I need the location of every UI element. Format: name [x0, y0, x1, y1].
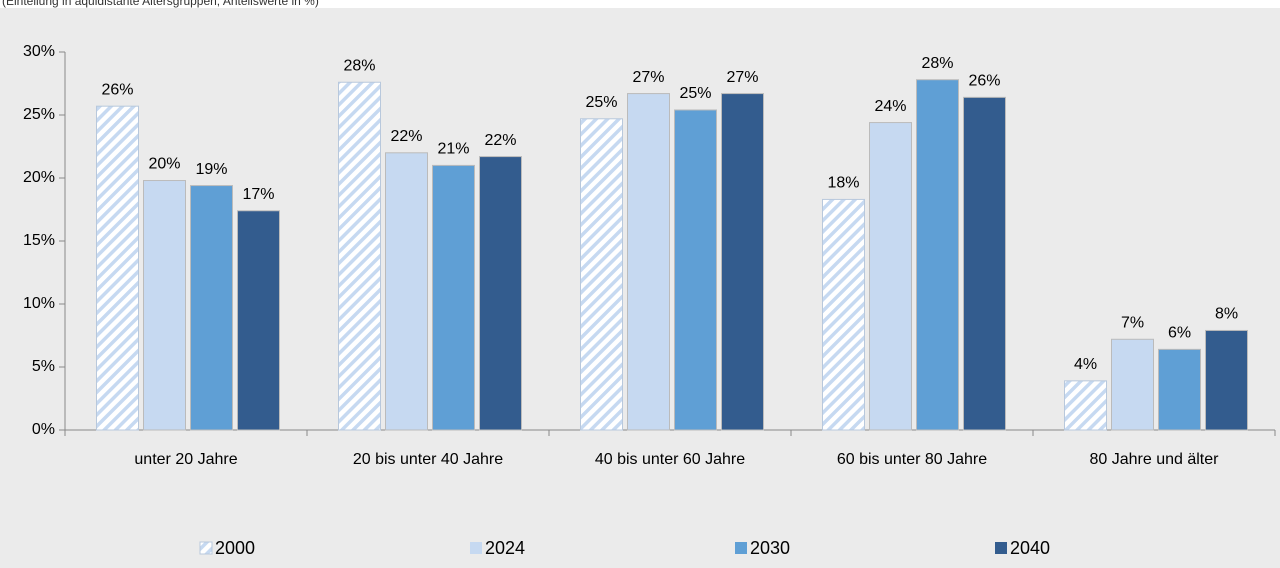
bar	[190, 185, 233, 431]
bar	[385, 152, 428, 431]
bar	[580, 118, 623, 431]
bar	[674, 109, 717, 431]
y-tick-label: 30%	[23, 43, 55, 60]
legend-swatch	[995, 542, 1007, 554]
value-label: 21%	[437, 141, 469, 158]
value-label: 24%	[874, 98, 906, 115]
legend-swatch	[470, 542, 482, 554]
value-label: 28%	[343, 57, 375, 74]
bar	[869, 122, 912, 431]
bar	[627, 93, 670, 431]
value-label: 25%	[679, 85, 711, 102]
legend-swatch	[199, 541, 213, 555]
value-label: 28%	[921, 55, 953, 72]
value-label: 6%	[1168, 325, 1191, 342]
bar	[1064, 380, 1107, 431]
y-tick-label: 0%	[32, 421, 55, 438]
y-tick-label: 15%	[23, 232, 55, 249]
value-label: 22%	[484, 132, 516, 149]
y-tick-label: 10%	[23, 295, 55, 312]
value-label: 26%	[101, 81, 133, 98]
legend-label: 2030	[750, 538, 790, 558]
value-label: 7%	[1121, 314, 1144, 331]
value-label: 25%	[585, 94, 617, 111]
legend-label: 2024	[485, 538, 525, 558]
bar	[143, 180, 186, 431]
y-tick-label: 25%	[23, 106, 55, 123]
bar	[237, 210, 280, 431]
x-tick-label: 20 bis unter 40 Jahre	[353, 451, 503, 468]
legend-label: 2040	[1010, 538, 1050, 558]
value-label: 8%	[1215, 306, 1238, 323]
chart-subtitle: (Einteilung in äquidistante Altersgruppe…	[2, 0, 319, 8]
x-tick-label: 80 Jahre und älter	[1090, 451, 1220, 468]
bar	[963, 96, 1006, 431]
value-label: 19%	[195, 161, 227, 178]
value-label: 27%	[726, 69, 758, 86]
bar	[96, 105, 139, 431]
value-label: 18%	[827, 175, 859, 192]
y-tick-label: 5%	[32, 358, 55, 375]
value-label: 17%	[242, 186, 274, 203]
bar	[432, 164, 475, 431]
bar	[916, 79, 959, 431]
value-label: 4%	[1074, 356, 1097, 373]
x-tick-label: 60 bis unter 80 Jahre	[837, 451, 987, 468]
x-tick-label: unter 20 Jahre	[134, 451, 237, 468]
x-tick-label: 40 bis unter 60 Jahre	[595, 451, 745, 468]
bar	[338, 81, 381, 431]
bar	[822, 198, 865, 431]
legend-swatch	[735, 542, 747, 554]
bar	[1158, 348, 1201, 431]
value-label: 27%	[632, 69, 664, 86]
bar	[721, 93, 764, 431]
value-label: 26%	[968, 73, 1000, 90]
bar	[1111, 338, 1154, 431]
y-tick-label: 20%	[23, 169, 55, 186]
value-label: 20%	[148, 156, 180, 173]
bar	[1205, 329, 1248, 431]
value-label: 22%	[390, 128, 422, 145]
bar	[479, 156, 522, 431]
legend-label: 2000	[215, 538, 255, 558]
